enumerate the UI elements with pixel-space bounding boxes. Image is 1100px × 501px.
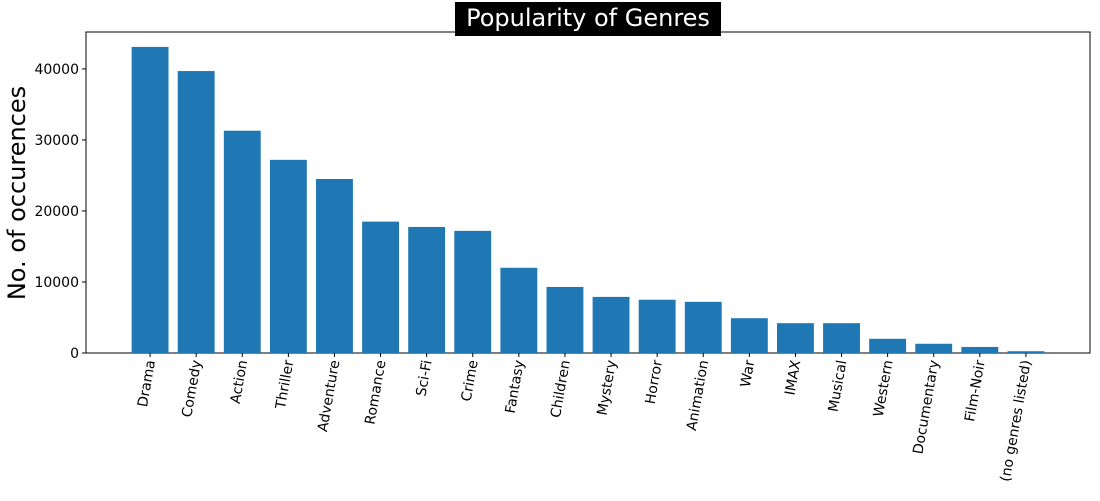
bar	[223, 130, 261, 353]
x-tick-label: Western	[871, 359, 897, 418]
bar	[362, 221, 400, 353]
bar	[684, 301, 722, 353]
bar	[316, 179, 353, 353]
bar	[592, 296, 630, 353]
x-tick-label: Action	[228, 359, 251, 405]
x-tick-label: Adventure	[315, 359, 343, 433]
x-tick-label: Animation	[684, 359, 712, 432]
bar	[1007, 351, 1045, 353]
y-tick-label: 30000	[34, 133, 79, 149]
x-tick-label: Fantasy	[503, 359, 528, 415]
x-tick-label: Crime	[459, 359, 482, 403]
bar	[408, 226, 446, 353]
bar	[500, 267, 538, 353]
x-tick-label: Thriller	[273, 359, 298, 411]
bar	[269, 159, 307, 353]
bar	[961, 346, 999, 353]
bar	[915, 343, 953, 353]
bar	[869, 338, 907, 353]
x-tick-label: Children	[548, 359, 574, 419]
y-tick-label: 40000	[34, 62, 79, 78]
chart-title: Popularity of Genres	[466, 4, 710, 32]
x-tick-label: (no genres listed)	[998, 359, 1035, 483]
bar	[177, 71, 215, 353]
bar	[131, 46, 169, 353]
x-tick-label: Film-Noir	[962, 359, 989, 423]
bar	[823, 323, 860, 353]
x-tick-label: Horror	[643, 359, 667, 406]
y-tick-label: 10000	[34, 275, 79, 291]
bar	[546, 286, 584, 353]
bar	[638, 299, 676, 353]
x-tick-label: Romance	[362, 359, 389, 426]
x-tick-label: War	[738, 359, 759, 389]
y-axis-label: No. of occurences	[3, 86, 31, 300]
bar	[776, 323, 814, 353]
bar	[454, 230, 492, 353]
x-tick-label: IMAX	[782, 359, 804, 397]
title-background	[455, 2, 721, 36]
x-tick-label: Comedy	[179, 359, 205, 419]
x-tick-label: Mystery	[595, 359, 620, 417]
x-tick-label: Sci-Fi	[414, 359, 436, 398]
bar	[730, 318, 768, 353]
y-tick-label: 0	[70, 346, 79, 362]
plot-frame	[85, 31, 1091, 354]
x-tick-label: Documentary	[910, 359, 942, 455]
x-tick-label: Musical	[826, 359, 851, 413]
x-tick-label: Drama	[135, 359, 159, 408]
y-tick-label: 20000	[34, 204, 79, 220]
